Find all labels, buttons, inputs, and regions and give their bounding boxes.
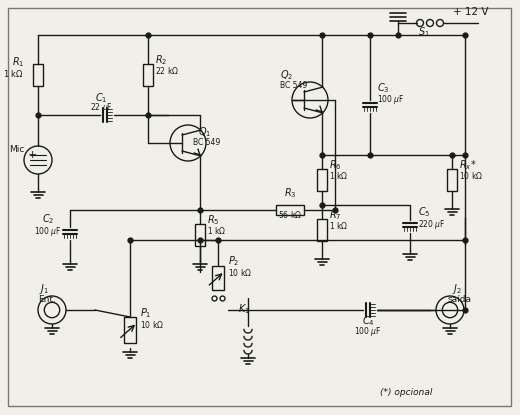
Text: $Q_2$: $Q_2$ <box>280 68 293 82</box>
Bar <box>124 317 136 343</box>
Bar <box>317 169 327 191</box>
Text: $R_7$: $R_7$ <box>329 208 342 222</box>
Text: +: + <box>28 150 37 160</box>
Text: 1 k$\Omega$: 1 k$\Omega$ <box>329 220 348 231</box>
Text: saída: saída <box>448 295 472 304</box>
Text: BC 549: BC 549 <box>193 138 220 147</box>
Bar <box>195 224 205 246</box>
Text: $C_2$: $C_2$ <box>42 212 54 226</box>
Text: + 12 V: + 12 V <box>453 7 488 17</box>
Text: 100 $\mu$F: 100 $\mu$F <box>354 325 382 338</box>
Text: $R_6$: $R_6$ <box>329 158 342 172</box>
Bar <box>447 169 457 191</box>
Text: $C_5$: $C_5$ <box>418 205 431 219</box>
Text: 1 k$\Omega$: 1 k$\Omega$ <box>207 225 226 236</box>
Text: $J_1$: $J_1$ <box>39 282 49 296</box>
Text: 22 k$\Omega$: 22 k$\Omega$ <box>155 65 179 76</box>
Text: $J_2$: $J_2$ <box>452 282 462 296</box>
Text: $R_3$: $R_3$ <box>284 186 296 200</box>
Bar <box>33 64 43 86</box>
Text: 1 k$\Omega$: 1 k$\Omega$ <box>329 170 348 181</box>
Text: $R_5$: $R_5$ <box>207 213 219 227</box>
Text: 22 $\mu$F: 22 $\mu$F <box>89 101 112 114</box>
Text: 10 k$\Omega$: 10 k$\Omega$ <box>228 267 252 278</box>
Text: 220 $\mu$F: 220 $\mu$F <box>418 218 446 231</box>
Text: $R_x$*: $R_x$* <box>459 158 477 172</box>
Bar <box>317 219 327 241</box>
Bar <box>143 64 153 86</box>
Text: $P_1$: $P_1$ <box>140 306 151 320</box>
Text: (*) opcional: (*) opcional <box>380 388 432 397</box>
Bar <box>276 205 304 215</box>
Text: $S_1$: $S_1$ <box>418 25 430 39</box>
Bar <box>212 266 224 290</box>
Text: 10 k$\Omega$: 10 k$\Omega$ <box>140 319 164 330</box>
Text: 56 k$\Omega$: 56 k$\Omega$ <box>278 209 302 220</box>
Text: $R_2$: $R_2$ <box>155 53 167 67</box>
Text: 100 $\mu$F: 100 $\mu$F <box>377 93 405 106</box>
Text: $C_3$: $C_3$ <box>377 81 389 95</box>
Text: $K_1$: $K_1$ <box>238 302 250 316</box>
Text: Mic: Mic <box>9 145 24 154</box>
Text: 1 k$\Omega$: 1 k$\Omega$ <box>3 68 24 79</box>
Text: 10 k$\Omega$: 10 k$\Omega$ <box>459 170 483 181</box>
Text: $C_1$: $C_1$ <box>95 91 107 105</box>
Text: $R_1$: $R_1$ <box>11 55 24 69</box>
Text: $P_2$: $P_2$ <box>228 254 239 268</box>
Text: $Q_1$: $Q_1$ <box>198 125 211 139</box>
Text: Ent.: Ent. <box>38 295 56 304</box>
Text: 100 $\mu$F: 100 $\mu$F <box>34 225 62 238</box>
Text: $C_4$: $C_4$ <box>361 314 374 328</box>
Text: BC 549: BC 549 <box>280 81 307 90</box>
